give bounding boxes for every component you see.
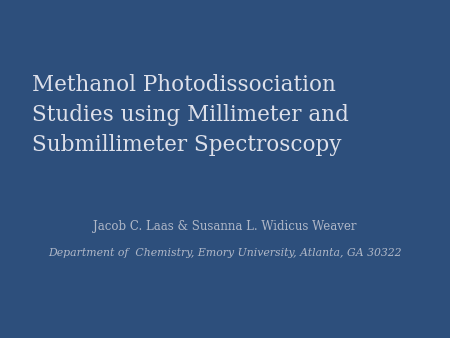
Text: Jacob C. Laas & Susanna L. Widicus Weaver: Jacob C. Laas & Susanna L. Widicus Weave…: [93, 220, 357, 233]
Text: Department of  Chemistry, Emory University, Atlanta, GA 30322: Department of Chemistry, Emory Universit…: [48, 248, 402, 259]
Text: Methanol Photodissociation
Studies using Millimeter and
Submillimeter Spectrosco: Methanol Photodissociation Studies using…: [32, 74, 348, 155]
